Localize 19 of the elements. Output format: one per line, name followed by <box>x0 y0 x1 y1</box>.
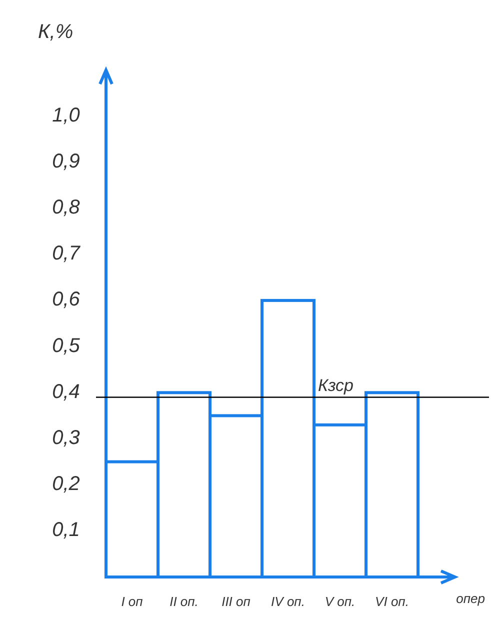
x-tick-label: IV оп. <box>271 594 305 609</box>
x-tick-label: II оп. <box>170 594 198 609</box>
y-tick-label: 1,0 <box>52 104 80 126</box>
y-tick-label: 0,4 <box>52 380 80 403</box>
y-tick-label: 0,9 <box>52 150 80 172</box>
y-tick-label: 0,6 <box>52 288 81 311</box>
y-tick-label: 0,3 <box>52 427 80 450</box>
y-axis-title: К,% <box>38 21 74 43</box>
y-tick-label: 0,8 <box>52 196 80 219</box>
x-tick-label: V оп. <box>324 594 356 609</box>
x-tick-label: I оп <box>121 594 143 609</box>
ref-line-label: Кзср <box>318 376 354 396</box>
y-tick-label: 0,7 <box>52 242 81 265</box>
y-tick-label: 0,2 <box>52 473 80 496</box>
x-axis-title: опер <box>456 591 485 606</box>
y-tick-label: 0,1 <box>52 519 80 542</box>
x-tick-label: VI оп. <box>375 594 409 609</box>
y-tick-label: 0,5 <box>52 334 81 357</box>
x-tick-label: III оп <box>222 594 250 609</box>
